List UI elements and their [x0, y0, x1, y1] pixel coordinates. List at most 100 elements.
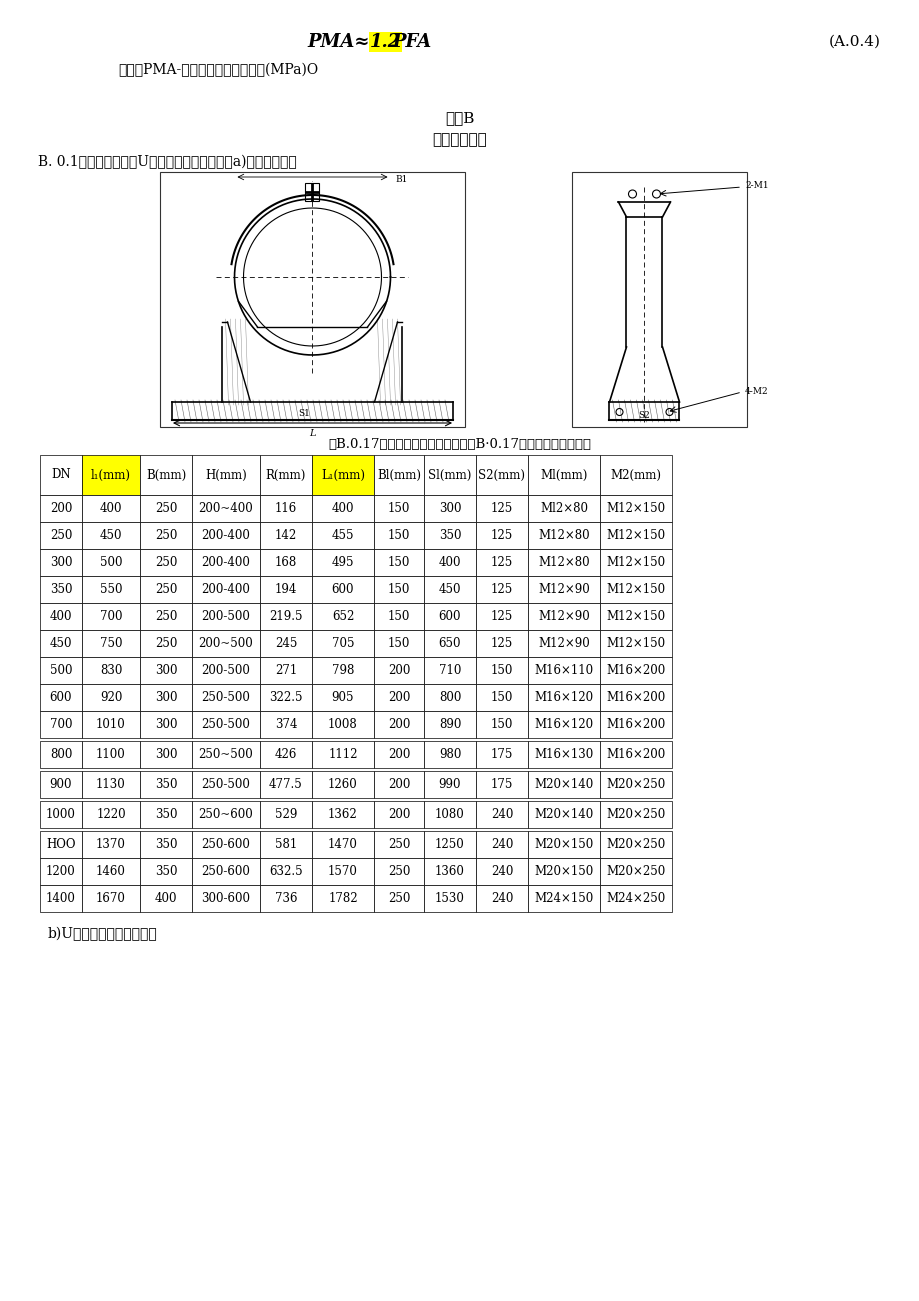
Bar — [40, 455, 82, 494]
Text: 705: 705 — [332, 637, 354, 650]
Bar — [424, 455, 475, 494]
Text: 700: 700 — [50, 718, 73, 731]
Text: 150: 150 — [388, 556, 410, 569]
Text: 150: 150 — [490, 664, 513, 677]
Bar — [140, 684, 192, 712]
Bar — [475, 831, 528, 857]
Text: b)U型管卡主要结构和尺寸: b)U型管卡主要结构和尺寸 — [48, 926, 157, 941]
Bar — [312, 885, 374, 912]
Text: M12×150: M12×150 — [606, 610, 664, 623]
Bar — [260, 801, 312, 827]
Bar — [312, 522, 374, 549]
Text: HOO: HOO — [46, 838, 75, 851]
Text: 1130: 1130 — [96, 778, 126, 791]
Text: 200: 200 — [388, 664, 410, 677]
Text: 1080: 1080 — [435, 808, 464, 821]
Text: M16×130: M16×130 — [534, 748, 593, 761]
Bar — [192, 857, 260, 885]
Bar — [260, 712, 312, 738]
Bar — [192, 801, 260, 827]
Text: S1: S1 — [299, 410, 310, 419]
Text: l₁(mm): l₁(mm) — [91, 468, 130, 481]
Bar — [40, 742, 82, 768]
Bar — [140, 831, 192, 857]
Text: M16×120: M16×120 — [534, 691, 593, 704]
Text: DN: DN — [51, 468, 71, 481]
Text: M16×200: M16×200 — [606, 718, 665, 731]
Text: 194: 194 — [275, 583, 297, 596]
Bar — [260, 742, 312, 768]
Text: 450: 450 — [99, 530, 122, 543]
Text: 374: 374 — [275, 718, 297, 731]
Text: 322.5: 322.5 — [269, 691, 302, 704]
Bar — [260, 657, 312, 684]
Text: M12×80: M12×80 — [538, 530, 589, 543]
Text: 450: 450 — [438, 583, 460, 596]
Bar — [374, 801, 424, 827]
Text: 350: 350 — [154, 865, 177, 878]
Text: L₁(mm): L₁(mm) — [321, 468, 365, 481]
Bar — [475, 742, 528, 768]
Bar — [312, 857, 374, 885]
Text: 550: 550 — [99, 583, 122, 596]
Bar — [82, 885, 140, 912]
Bar — [140, 771, 192, 798]
Text: 350: 350 — [438, 530, 460, 543]
Bar — [140, 522, 192, 549]
Bar — [424, 522, 475, 549]
Text: 200-400: 200-400 — [201, 530, 250, 543]
Bar — [528, 771, 599, 798]
Text: 495: 495 — [332, 556, 354, 569]
Bar — [312, 630, 374, 657]
Text: 200: 200 — [388, 808, 410, 821]
Text: M20×140: M20×140 — [534, 808, 593, 821]
Bar — [312, 494, 374, 522]
Text: 650: 650 — [438, 637, 460, 650]
Text: 250~600: 250~600 — [199, 808, 253, 821]
Text: M20×250: M20×250 — [606, 865, 665, 878]
Bar — [475, 576, 528, 602]
Text: 245: 245 — [275, 637, 297, 650]
Bar — [312, 549, 374, 576]
Text: 250: 250 — [388, 892, 410, 905]
Bar — [475, 630, 528, 657]
Text: 800: 800 — [50, 748, 72, 761]
Bar — [192, 630, 260, 657]
Text: 250: 250 — [154, 530, 177, 543]
Bar — [160, 172, 464, 427]
Text: M16×200: M16×200 — [606, 664, 665, 677]
Bar — [528, 657, 599, 684]
Text: 300: 300 — [438, 502, 460, 515]
Text: 1530: 1530 — [435, 892, 464, 905]
Bar — [312, 831, 374, 857]
Bar — [528, 712, 599, 738]
Bar — [192, 549, 260, 576]
Bar — [599, 801, 671, 827]
Bar — [40, 801, 82, 827]
Text: M12×80: M12×80 — [538, 556, 589, 569]
Text: 150: 150 — [490, 718, 513, 731]
Bar — [312, 771, 374, 798]
Text: 500: 500 — [50, 664, 73, 677]
Bar — [424, 801, 475, 827]
Bar — [82, 684, 140, 712]
Bar — [424, 630, 475, 657]
Bar — [140, 602, 192, 630]
Text: 500: 500 — [99, 556, 122, 569]
Bar — [374, 576, 424, 602]
Text: M16×200: M16×200 — [606, 691, 665, 704]
Bar — [475, 712, 528, 738]
Bar — [192, 684, 260, 712]
Text: 125: 125 — [491, 556, 513, 569]
Bar — [40, 630, 82, 657]
Bar — [599, 684, 671, 712]
Bar — [374, 684, 424, 712]
Bar — [374, 712, 424, 738]
Text: 200: 200 — [388, 778, 410, 791]
Text: 600: 600 — [438, 610, 460, 623]
Bar — [599, 522, 671, 549]
Bar — [424, 549, 475, 576]
Text: 球墨铸铁管件: 球墨铸铁管件 — [432, 133, 487, 147]
Bar — [40, 522, 82, 549]
Bar — [40, 684, 82, 712]
